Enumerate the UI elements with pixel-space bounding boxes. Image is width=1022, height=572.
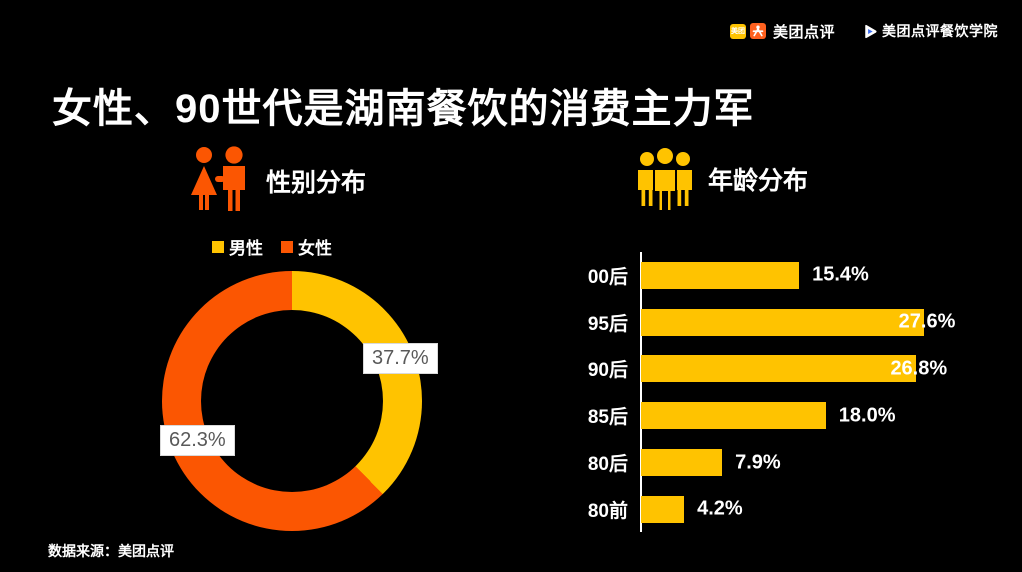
bar-row: 95后 27.6% [570,299,1000,346]
male-legend-label: 男性 [229,239,263,258]
dianping-star-man-icon [749,23,766,39]
gender-legend: 男性 女性 [212,234,332,259]
age-section-title: 年龄分布 [708,167,809,195]
y-axis-line [640,252,642,532]
academy-play-icon [861,23,878,40]
male-share-label: 37.7% [363,343,438,374]
bar-category-label: 90后 [587,360,628,382]
bar-value-label: 18.0% [838,404,896,427]
gender-donut-chart: 37.7% 62.3% [160,271,438,531]
bar [641,449,723,477]
header-logos: 美团 美团点评 美团点评餐饮学院 [729,20,998,42]
male-swatch [212,240,224,253]
gender-section-header: 性别分布 [188,146,366,216]
page-title: 女性、90世代是湖南餐饮的消费主力军 [52,87,755,131]
bar-row: 85后 18.0% [570,392,1000,439]
meituan-badge-icon: 美团 [729,23,746,39]
bar-row: 80前 4.2% [570,486,1000,533]
meituan-dianping-logo: 美团 美团点评 [729,21,835,42]
bar-category-label: 80前 [587,500,628,522]
legend-item-male: 男性 [212,234,263,259]
bar-row: 90后 26.8% [570,346,1000,393]
female-swatch [281,240,293,253]
academy-logo-text: 美团点评餐饮学院 [882,23,998,39]
age-section-header: 年龄分布 [636,146,808,212]
legend-item-female: 女性 [281,234,332,259]
gender-section-title: 性别分布 [266,169,367,197]
bar [641,308,925,336]
bar-category-label: 95后 [587,313,628,335]
academy-logo: 美团点评餐饮学院 [861,21,998,41]
bar-value-label: 4.2% [697,497,743,520]
people-group-icon [636,146,694,212]
bar-category-label: 00后 [587,266,628,288]
couple-icon [188,146,252,216]
bar-category-label: 80后 [587,454,628,476]
bar-row: 00后 15.4% [570,252,1000,299]
bar-value-label: 7.9% [735,451,781,474]
bar-category-label: 85后 [587,407,628,429]
meituan-logo-text: 美团点评 [772,23,835,41]
donut-hole [201,310,383,492]
data-source-note: 数据来源：美团点评 [48,543,174,559]
bar-value-label: 15.4% [812,263,869,286]
bar-value-label: 27.6% [898,310,956,333]
bar [641,402,826,430]
bar [641,495,685,523]
bar-row: 80后 7.9% [570,439,1000,486]
bar [641,261,800,289]
female-share-label: 62.3% [160,425,235,456]
bar-value-label: 26.8% [890,357,948,380]
bar [641,355,917,383]
age-bar-chart: 00后 15.4% 95后 27.6% 90后 26.8% 85后 18.0% 80后 7.9% 8… [570,252,1000,533]
female-legend-label: 女性 [298,239,332,258]
